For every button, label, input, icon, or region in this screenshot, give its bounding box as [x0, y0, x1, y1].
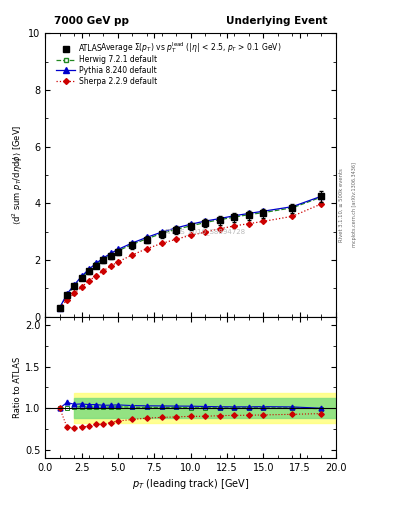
Bar: [74, 393, 336, 423]
Legend: ATLAS, Herwig 7.2.1 default, Pythia 8.240 default, Sherpa 2.2.9 default: ATLAS, Herwig 7.2.1 default, Pythia 8.24…: [55, 43, 158, 88]
Y-axis label: Ratio to ATLAS: Ratio to ATLAS: [13, 357, 22, 418]
Text: Rivet 3.1.10, ≥ 500k events: Rivet 3.1.10, ≥ 500k events: [339, 168, 344, 242]
Y-axis label: $\langle$d$^2$ sum $p_T$/d$\eta$d$\phi\rangle$ [GeV]: $\langle$d$^2$ sum $p_T$/d$\eta$d$\phi\r…: [11, 125, 25, 225]
Text: mcplots.cern.ch [arXiv:1306.3436]: mcplots.cern.ch [arXiv:1306.3436]: [352, 162, 357, 247]
Text: Underlying Event: Underlying Event: [226, 16, 327, 26]
Text: 7000 GeV pp: 7000 GeV pp: [54, 16, 129, 26]
X-axis label: $p_T$ (leading track) [GeV]: $p_T$ (leading track) [GeV]: [132, 477, 249, 492]
Text: ATLAS_2010_S8894728: ATLAS_2010_S8894728: [164, 228, 246, 235]
Bar: [74, 398, 336, 418]
Text: Average $\Sigma(p_T)$ vs $p_T^{\rm lead}$ ($|\eta|$ < 2.5, $p_T$ > 0.1 GeV): Average $\Sigma(p_T)$ vs $p_T^{\rm lead}…: [100, 40, 281, 55]
